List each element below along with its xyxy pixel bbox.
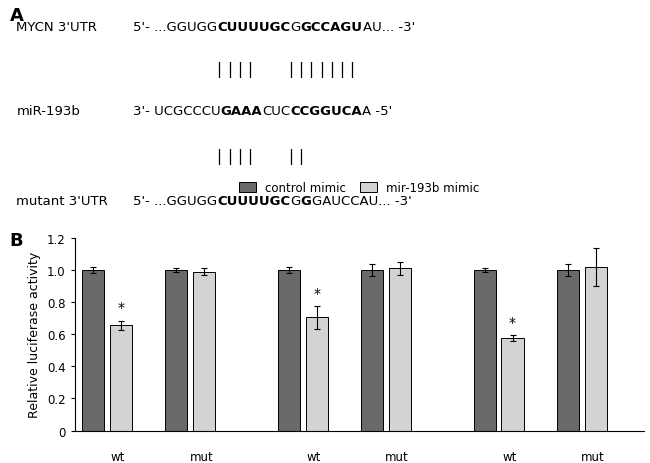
Text: GCCAGU: GCCAGU bbox=[301, 21, 363, 34]
Text: mut: mut bbox=[581, 450, 604, 463]
Text: |: | bbox=[309, 62, 313, 77]
Text: AU... -3': AU... -3' bbox=[363, 21, 415, 34]
Text: |: | bbox=[248, 62, 252, 77]
Text: |: | bbox=[298, 148, 304, 164]
Text: |: | bbox=[298, 62, 304, 77]
Bar bbox=[278, 270, 300, 431]
Text: |: | bbox=[237, 62, 242, 77]
Bar bbox=[584, 267, 606, 431]
Text: |: | bbox=[288, 62, 293, 77]
Text: |: | bbox=[227, 148, 232, 164]
Text: wt: wt bbox=[502, 450, 517, 463]
Bar bbox=[502, 338, 523, 431]
Text: G: G bbox=[291, 195, 301, 208]
Text: MYCN 3'UTR: MYCN 3'UTR bbox=[16, 21, 97, 34]
Text: A: A bbox=[10, 7, 23, 25]
Y-axis label: Relative luciferase activity: Relative luciferase activity bbox=[29, 251, 42, 418]
Text: |: | bbox=[227, 62, 232, 77]
Text: |: | bbox=[318, 62, 324, 77]
Bar bbox=[193, 272, 215, 431]
Text: G: G bbox=[291, 21, 301, 34]
Text: wt: wt bbox=[111, 450, 125, 463]
Bar bbox=[306, 318, 328, 431]
Text: 5'- ...GGUGG: 5'- ...GGUGG bbox=[133, 195, 217, 208]
Text: |: | bbox=[288, 148, 293, 164]
Bar bbox=[165, 270, 187, 431]
Text: mutant 3'UTR: mutant 3'UTR bbox=[16, 195, 108, 208]
Text: |: | bbox=[237, 148, 242, 164]
Text: mut: mut bbox=[385, 450, 409, 463]
Legend: control mimic, mir-193b mimic: control mimic, mir-193b mimic bbox=[234, 177, 484, 200]
Text: wt: wt bbox=[307, 450, 321, 463]
Text: mut: mut bbox=[189, 450, 213, 463]
Text: GAAA: GAAA bbox=[221, 105, 263, 118]
Text: CUUUUGC: CUUUUGC bbox=[217, 21, 291, 34]
Text: |: | bbox=[339, 62, 344, 77]
Bar bbox=[556, 270, 578, 431]
Bar bbox=[361, 270, 383, 431]
Text: 5'- ...GGUGG: 5'- ...GGUGG bbox=[133, 21, 217, 34]
Text: CCGGUCA: CCGGUCA bbox=[291, 105, 362, 118]
Bar bbox=[110, 325, 132, 431]
Text: miR-193b: miR-193b bbox=[16, 105, 80, 118]
Text: CUC: CUC bbox=[263, 105, 291, 118]
Bar bbox=[82, 270, 104, 431]
Text: GAUCCAU... -3': GAUCCAU... -3' bbox=[311, 195, 411, 208]
Text: B: B bbox=[10, 232, 23, 250]
Text: *: * bbox=[118, 300, 125, 314]
Text: 3'- UCGCCCU: 3'- UCGCCCU bbox=[133, 105, 221, 118]
Text: *: * bbox=[313, 286, 320, 300]
Text: |: | bbox=[216, 62, 222, 77]
Text: G: G bbox=[301, 195, 311, 208]
Text: *: * bbox=[509, 315, 516, 329]
Text: |: | bbox=[216, 148, 222, 164]
Bar bbox=[474, 270, 495, 431]
Text: |: | bbox=[329, 62, 334, 77]
Text: A -5': A -5' bbox=[362, 105, 393, 118]
Bar bbox=[389, 269, 411, 431]
Text: |: | bbox=[248, 148, 252, 164]
Text: CUUUUGC: CUUUUGC bbox=[217, 195, 291, 208]
Text: |: | bbox=[350, 62, 354, 77]
